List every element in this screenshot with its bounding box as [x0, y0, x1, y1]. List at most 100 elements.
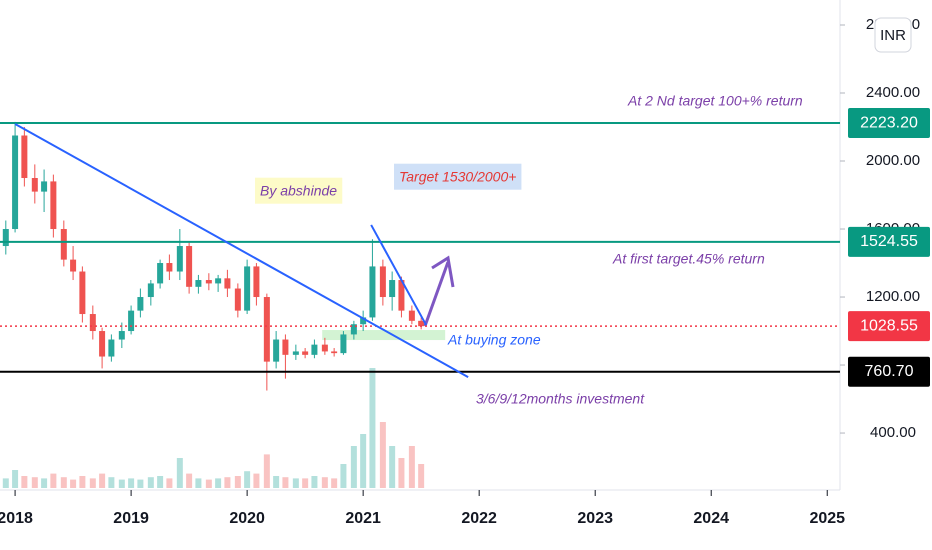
candle-body: [224, 278, 231, 289]
candle-body: [137, 297, 144, 311]
price-label: 760.70: [865, 363, 914, 380]
volume-bar: [350, 446, 357, 488]
candle-body: [186, 246, 193, 287]
volume-bar: [311, 476, 318, 488]
price-label-box: [848, 311, 930, 342]
buying-zone: [322, 330, 446, 341]
volume-bar: [99, 473, 106, 488]
volume-bar: [79, 476, 86, 488]
x-tick-label: 2021: [345, 510, 381, 527]
candle-body: [311, 344, 318, 355]
annotation: At first target.45% return: [612, 251, 765, 267]
candle-body: [215, 278, 222, 284]
candle-body: [418, 320, 425, 327]
candle-body: [128, 310, 135, 332]
volume-bar: [31, 477, 38, 488]
volume-bar: [186, 473, 193, 488]
x-tick-label: 2023: [577, 510, 613, 527]
volume-bar: [389, 446, 396, 488]
plot-area: [2, 121, 446, 488]
volume-bar: [398, 458, 405, 488]
volume-bar: [41, 478, 48, 488]
volume-bar: [195, 478, 202, 488]
candle-body: [369, 266, 376, 318]
price-label: 2223.20: [860, 114, 918, 131]
candle-body: [89, 314, 96, 332]
candle-body: [253, 266, 260, 298]
volume-bar: [253, 473, 260, 488]
candle-body: [234, 288, 241, 311]
x-tick-label: 2019: [113, 510, 149, 527]
candle-body: [292, 351, 299, 355]
candle-body: [195, 280, 202, 287]
annotation-background: [394, 163, 522, 190]
volume-bar: [118, 479, 125, 488]
candle-body: [176, 246, 183, 272]
candle-body: [157, 263, 164, 284]
volume-bar: [292, 478, 299, 488]
annotation: By abshinde: [260, 183, 337, 199]
annotation: Target 1530/2000+: [399, 169, 516, 185]
candle-body: [360, 317, 367, 325]
volume-bar: [369, 368, 376, 488]
annotation: At buying zone: [447, 332, 541, 348]
y-tick-label: 1200.00: [866, 288, 920, 305]
price-label-box: [848, 226, 930, 257]
candle-body: [331, 351, 338, 354]
volume-bar: [176, 458, 183, 488]
overlay: 2223.20 1524.55 1028.55 760.70 At 2 Nd targe…: [0, 93, 930, 407]
volume-bar: [89, 478, 96, 488]
currency-label[interactable]: INR: [880, 27, 906, 44]
candle-body: [282, 339, 289, 355]
volume-bar: [157, 476, 164, 488]
volume-bar: [205, 479, 212, 488]
price-label: 1524.55: [860, 233, 918, 250]
candle-body: [99, 331, 106, 357]
candle-body: [41, 181, 48, 192]
candle-body: [321, 344, 328, 352]
candle-body: [389, 280, 396, 298]
candle-body: [379, 266, 386, 298]
candle-body: [70, 259, 77, 272]
volume-bar: [12, 470, 19, 488]
candle-body: [263, 297, 270, 362]
annotation-background: [255, 177, 343, 204]
volume-bar: [128, 478, 135, 488]
volume-bar: [60, 477, 67, 488]
volume-bar: [2, 478, 9, 488]
volume-bar: [234, 476, 241, 488]
candle-body: [108, 339, 115, 357]
arrow: [423, 261, 450, 327]
volume-bar: [50, 473, 57, 488]
volume-bar: [321, 477, 328, 488]
candle-body: [31, 178, 38, 192]
volume-bar: [21, 476, 28, 488]
candle-body: [147, 283, 154, 298]
price-label-box: [848, 108, 930, 139]
trend-line: [14, 123, 469, 378]
volume-bar: [147, 477, 154, 488]
volume-bar: [215, 478, 222, 488]
trend-line: [370, 224, 428, 326]
volume-bar: [70, 479, 77, 488]
candle-body: [166, 263, 173, 272]
volume-bar: [340, 464, 347, 488]
candle-body: [340, 334, 347, 354]
candle-body: [398, 280, 405, 311]
candle-body: [50, 181, 57, 230]
volume-bar: [282, 477, 289, 488]
volume-bar: [408, 446, 415, 488]
candle-body: [205, 280, 212, 284]
price-label: 1028.55: [860, 317, 918, 334]
x-tick-label: 2020: [229, 510, 265, 527]
annotation: 3/6/9/12months investment: [476, 391, 645, 407]
volume-bar: [360, 434, 367, 488]
x-tick-label: 2024: [693, 510, 729, 527]
candle-body: [2, 229, 9, 247]
volume-bar: [379, 422, 386, 488]
volume-bar: [224, 477, 231, 488]
volume-bar: [273, 476, 280, 488]
currency-button[interactable]: [874, 17, 912, 53]
y-tick-label: 2400.00: [866, 84, 920, 101]
